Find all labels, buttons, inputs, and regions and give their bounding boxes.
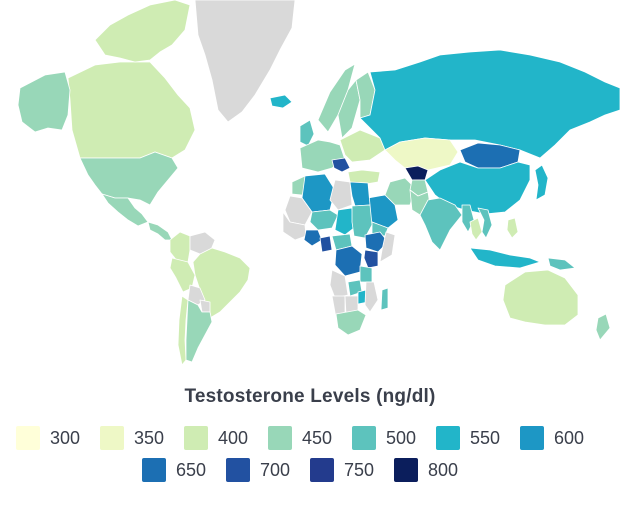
legend-label: 600 xyxy=(554,427,585,448)
country-niger xyxy=(309,209,339,231)
legend-label: 650 xyxy=(176,459,207,480)
country-eastern-europe xyxy=(339,129,386,163)
legend-swatch xyxy=(310,458,334,482)
legend-label: 700 xyxy=(260,459,291,480)
country-alaska xyxy=(17,71,71,133)
country-canada xyxy=(67,61,196,159)
country-new-zealand xyxy=(595,313,611,341)
country-sudan xyxy=(351,204,373,239)
country-south-africa xyxy=(335,309,367,336)
country-japan xyxy=(534,164,549,201)
legend-label: 300 xyxy=(50,427,81,448)
legend-label: 500 xyxy=(386,427,417,448)
country-norway xyxy=(317,63,356,133)
legend-item-550: 550 xyxy=(436,426,520,450)
legend-item-650: 650 xyxy=(142,458,226,482)
legend-swatch xyxy=(352,426,376,450)
legend-item-800: 800 xyxy=(394,458,478,482)
legend-swatch xyxy=(226,458,250,482)
country-tanzania xyxy=(359,265,373,283)
world-map-svg xyxy=(17,0,620,366)
country-central-america xyxy=(147,221,173,241)
country-balkans xyxy=(331,157,351,173)
country-iceland xyxy=(269,94,293,109)
country-thailand xyxy=(469,217,483,241)
country-cameroon xyxy=(319,235,333,253)
country-papua-new-guinea xyxy=(547,257,576,271)
legend-swatch xyxy=(436,426,460,450)
legend-title: Testosterone Levels (ng/dl) xyxy=(184,386,436,407)
legend-item-300: 300 xyxy=(16,426,100,450)
legend-item-350: 350 xyxy=(100,426,184,450)
legend-label: 750 xyxy=(344,459,375,480)
legend-label: 550 xyxy=(470,427,501,448)
country-brazil xyxy=(192,247,251,319)
legend-row: 650 700 750 800 xyxy=(0,458,620,482)
country-somalia xyxy=(379,231,396,263)
legend-label: 400 xyxy=(218,427,249,448)
country-libya xyxy=(329,179,353,211)
country-egypt xyxy=(349,181,371,207)
country-russia xyxy=(359,49,620,159)
world-map xyxy=(17,0,620,366)
legend: Testosterone Levels (ng/dl) 300 350 400 … xyxy=(0,378,620,505)
country-united-kingdom xyxy=(299,119,315,147)
country-australia xyxy=(502,269,579,326)
legend-swatch xyxy=(184,426,208,450)
country-uzbekistan xyxy=(404,165,429,181)
legend-swatch xyxy=(16,426,40,450)
country-paraguay xyxy=(199,299,211,313)
country-chad xyxy=(334,207,355,236)
country-argentina xyxy=(185,299,213,363)
legend-label: 450 xyxy=(302,427,333,448)
country-kazakhstan xyxy=(384,137,459,171)
legend-swatch xyxy=(268,426,292,450)
legend-swatch xyxy=(394,458,418,482)
legend-item-400: 400 xyxy=(184,426,268,450)
country-greenland xyxy=(194,0,296,123)
legend-item-500: 500 xyxy=(352,426,436,450)
legend-item-700: 700 xyxy=(226,458,310,482)
legend-label: 800 xyxy=(428,459,459,480)
country-philippines xyxy=(506,217,519,239)
country-kenya xyxy=(363,249,379,269)
legend-item-750: 750 xyxy=(310,458,394,482)
country-peru xyxy=(169,257,196,293)
country-mozambique xyxy=(364,281,379,313)
legend-label: 350 xyxy=(134,427,165,448)
country-madagascar xyxy=(380,287,389,311)
country-india xyxy=(419,197,463,251)
legend-item-600: 600 xyxy=(520,426,604,450)
country-dr-congo xyxy=(334,245,363,277)
country-canadian-arctic-islands xyxy=(94,0,191,63)
country-united-states xyxy=(79,151,179,206)
country-vietnam xyxy=(477,207,493,239)
country-colombia xyxy=(169,231,191,263)
legend-swatch xyxy=(142,458,166,482)
legend-swatch xyxy=(100,426,124,450)
country-indonesia xyxy=(469,247,541,269)
legend-item-450: 450 xyxy=(268,426,352,450)
legend-swatch xyxy=(520,426,544,450)
country-nigeria xyxy=(303,229,323,247)
legend-row: 300 350 400 450 500 550 600 xyxy=(0,426,620,450)
